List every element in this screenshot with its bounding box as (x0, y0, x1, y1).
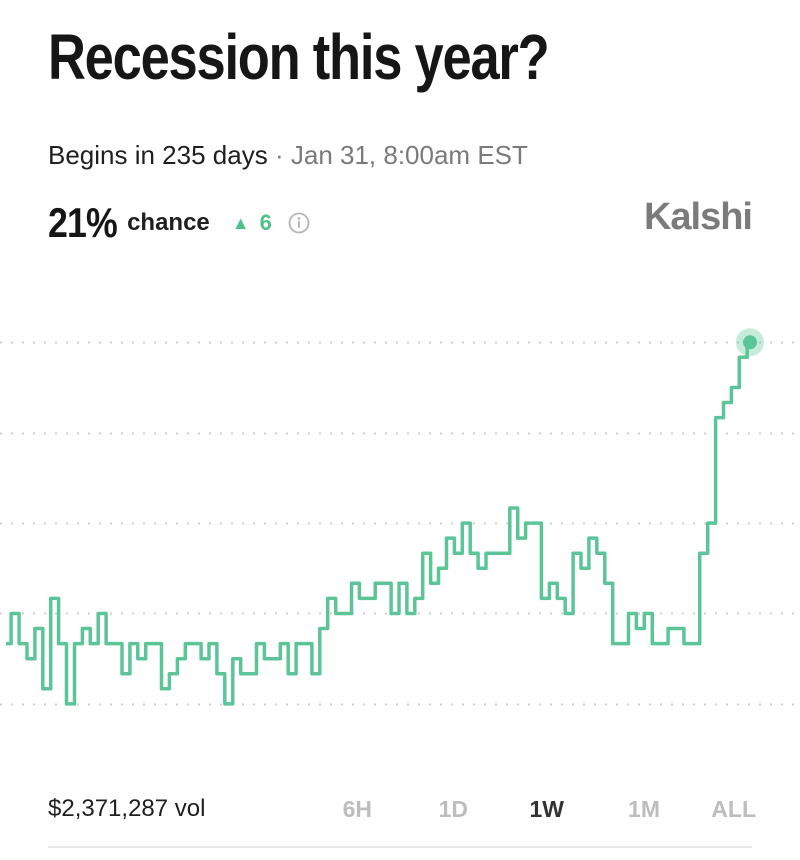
bottom-divider (48, 846, 752, 848)
begins-text: Begins in 235 days (48, 140, 268, 170)
separator-dot: · (274, 140, 284, 170)
range-6h[interactable]: 6H (342, 795, 372, 822)
series-line (6, 340, 750, 706)
latest-point (743, 335, 757, 350)
market-timing: Begins in 235 days · Jan 31, 8:00am EST (48, 140, 528, 171)
chance-value: 21% (48, 199, 118, 246)
grid-layer (0, 341, 800, 706)
marker-layer (736, 328, 764, 357)
probability-summary: 21% chance ▲ 6 (48, 196, 310, 250)
line-layer (6, 340, 750, 706)
chance-label: chance (127, 209, 210, 236)
page-title: Recession this year? (48, 21, 550, 93)
range-all[interactable]: ALL (711, 795, 756, 822)
change-indicator: ▲ 6 (232, 210, 272, 236)
up-arrow-icon: ▲ (231, 212, 250, 233)
close-date: Jan 31, 8:00am EST (290, 140, 528, 170)
range-1d[interactable]: 1D (438, 795, 468, 822)
range-selector: 6H 1D 1W 1M ALL (276, 796, 756, 823)
change-value: 6 (259, 210, 272, 235)
range-1w[interactable]: 1W (529, 795, 565, 822)
info-icon[interactable] (288, 212, 310, 234)
volume-text: $2,371,287 vol (48, 795, 206, 822)
probability-chart (0, 328, 800, 706)
brand-logo: Kalshi (643, 196, 753, 238)
range-1m[interactable]: 1M (628, 795, 660, 822)
chart-footer: $2,371,287 vol 6H 1D 1W 1M ALL (48, 788, 756, 830)
